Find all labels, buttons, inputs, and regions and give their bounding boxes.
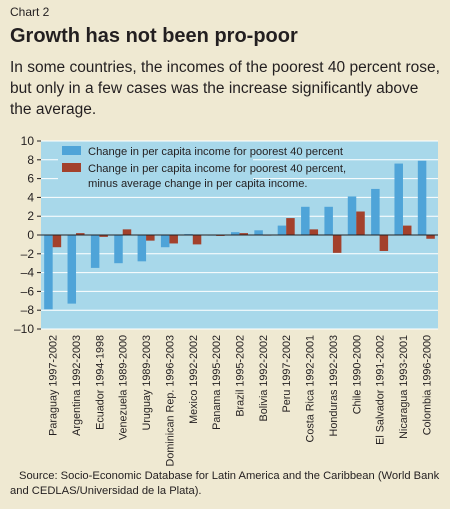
legend-label-series2: Change in per capita income for poorest … <box>88 163 349 190</box>
bar-series1 <box>371 188 380 235</box>
bar-series2 <box>76 233 85 235</box>
y-axis-ticks: –10 –8 –6 –4 –2 0 2 4 6 8 10 <box>14 134 41 336</box>
x-tick-label: Mexico 1992-2002 <box>188 335 200 424</box>
bar-series1 <box>44 235 53 310</box>
x-tick-label: Ecuador 1994-1998 <box>94 335 106 430</box>
bar-series1 <box>67 235 77 304</box>
bar-series2 <box>426 235 435 239</box>
chart-subtitle: In some countries, the incomes of the po… <box>10 59 440 118</box>
bar-series2 <box>239 233 248 235</box>
bar-series2 <box>192 235 202 245</box>
x-tick-label: Peru 1997-2002 <box>281 335 293 412</box>
x-tick-label: Costa Rica 1992-2001 <box>305 335 317 442</box>
x-tick-label: Bolivia 1992-2002 <box>258 335 270 421</box>
legend-label-series1: Change in per capita income for poorest … <box>88 146 344 158</box>
y-tick-label: –4 <box>21 266 35 280</box>
bar-series2 <box>169 235 178 244</box>
y-tick-label: –8 <box>21 303 35 317</box>
y-tick-label: 8 <box>27 153 34 167</box>
bar-series2 <box>309 229 319 235</box>
source-note: Source: Socio-Economic Database for Lati… <box>10 470 440 497</box>
bar-series1 <box>301 206 310 235</box>
bar-series2 <box>286 218 295 235</box>
bar-series1 <box>114 235 123 264</box>
bar-series2 <box>146 235 155 241</box>
bar-series2 <box>379 235 389 251</box>
bar-series2 <box>52 235 62 248</box>
bar-series2 <box>402 225 412 235</box>
bar-series1 <box>160 235 170 248</box>
y-tick-label: –2 <box>21 247 35 261</box>
chart-title: Growth has not been pro-poor <box>10 25 298 47</box>
legend-swatch-series1 <box>62 146 81 155</box>
bar-series2 <box>122 229 132 235</box>
bar-series1 <box>394 163 403 235</box>
x-tick-label: Panama 1995-2002 <box>211 335 223 430</box>
y-tick-label: –10 <box>14 322 34 336</box>
bar-series1 <box>231 232 240 235</box>
bar-series2 <box>356 211 365 235</box>
legend-swatch-series2 <box>62 163 81 172</box>
bar-series2 <box>332 235 342 253</box>
bar-series2 <box>99 235 108 237</box>
bars <box>44 160 435 310</box>
x-tick-label: Honduras 1992-2003 <box>328 335 340 436</box>
x-tick-label: Venezuela 1989-2000 <box>118 335 130 440</box>
bar-series1 <box>90 235 100 268</box>
x-tick-label: Nicaragua 1993-2001 <box>398 335 410 439</box>
chart-number-label: Chart 2 <box>10 5 50 19</box>
x-tick-label: Dominican Rep. 1996-2003 <box>164 335 176 466</box>
x-axis-labels: Paraguay 1997-2002 Argentina 1992-2003 Ecu… <box>48 335 434 466</box>
x-tick-label: Uruguay 1989-2003 <box>141 335 153 430</box>
legend: Change in per capita income for poorest … <box>58 143 349 194</box>
x-tick-label: Argentina 1992-2003 <box>71 335 83 436</box>
y-tick-label: –6 <box>21 284 35 298</box>
bar-series1 <box>324 206 333 235</box>
y-tick-label: 4 <box>27 190 34 204</box>
x-tick-label: Chile 1990-2000 <box>351 335 363 414</box>
y-tick-label: 6 <box>27 172 34 186</box>
x-tick-label: Colombia 1996-2000 <box>421 335 433 435</box>
bar-series1 <box>254 230 263 235</box>
x-tick-label: El Salvador 1991-2002 <box>375 335 387 445</box>
bar-series1 <box>417 160 427 235</box>
y-tick-label: 10 <box>21 134 35 148</box>
bar-series1 <box>137 235 147 262</box>
bar-series1 <box>347 196 357 235</box>
bar-series1 <box>277 225 287 235</box>
x-tick-label: Brazil 1995-2002 <box>235 335 247 417</box>
y-tick-label: 0 <box>27 228 34 242</box>
y-tick-label: 2 <box>27 209 34 223</box>
x-tick-label: Paraguay 1997-2002 <box>48 335 60 436</box>
